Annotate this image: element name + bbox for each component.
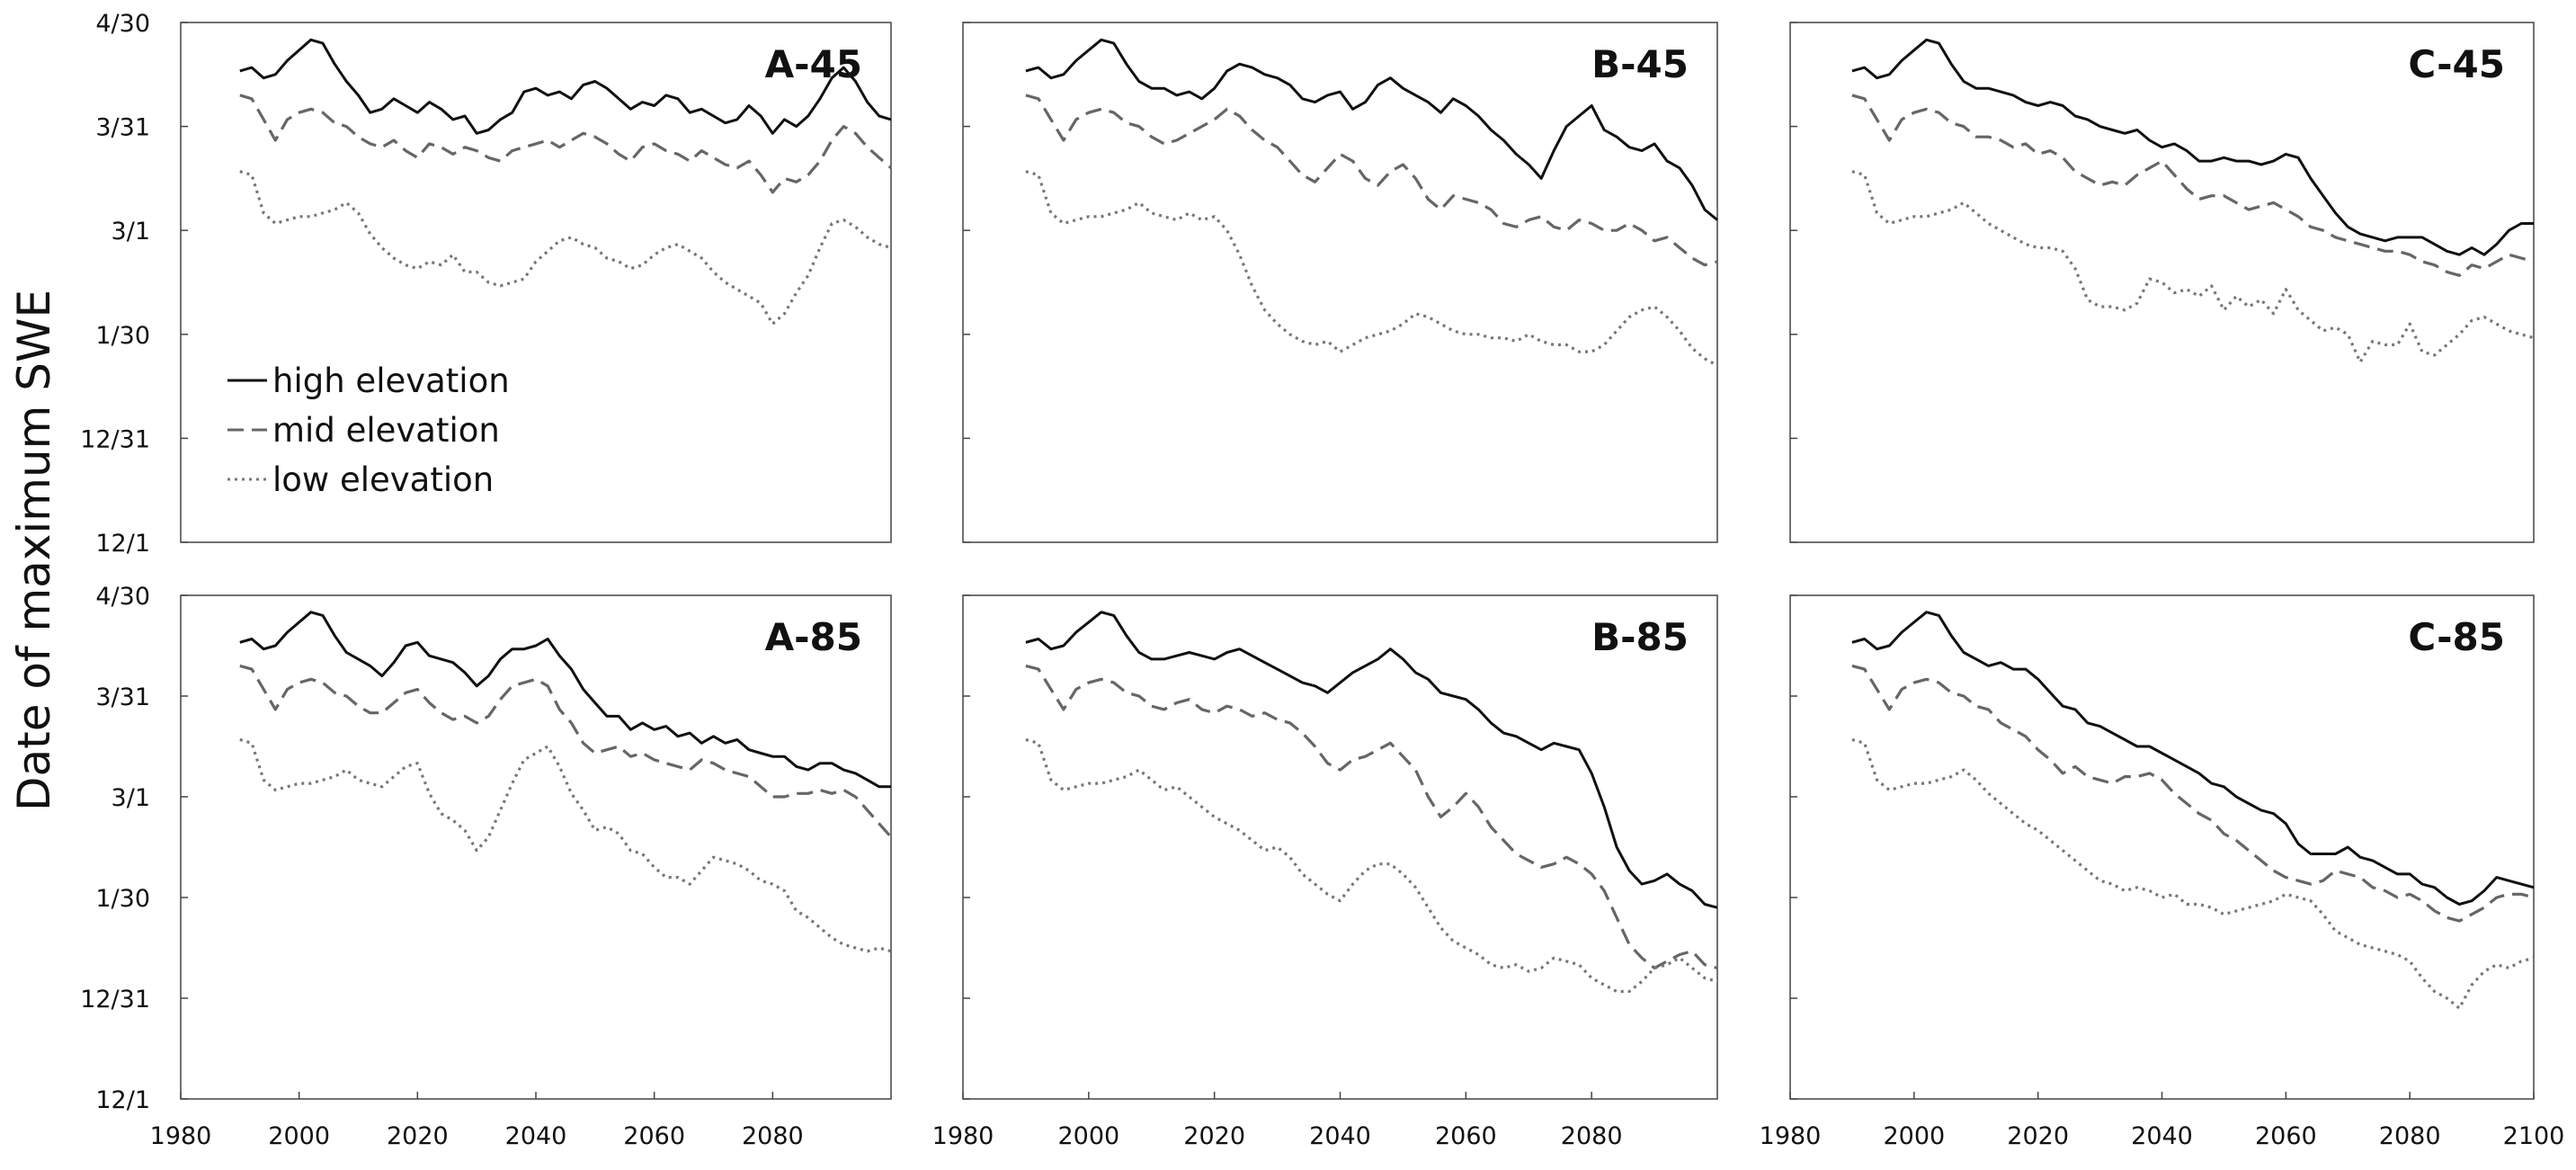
legend: high elevation mid elevation low elevation <box>227 362 510 499</box>
x-tick-label: 2000 <box>1883 1122 1945 1150</box>
x-tick-label: 2000 <box>268 1122 330 1150</box>
plot-frame <box>962 594 1718 1100</box>
x-tick-label: 2060 <box>623 1122 685 1150</box>
y-tick-label: 12/31 <box>80 425 150 453</box>
plot-frame <box>1789 22 2535 543</box>
y-tick-label: 4/30 <box>95 10 150 38</box>
x-tick-label: 2040 <box>505 1122 567 1150</box>
chart-panel-5: 1980 2000 2020 2040 2060 2080 B-85 <box>932 594 1718 1150</box>
x-tick-label: 2080 <box>1561 1122 1623 1150</box>
series-line-mid-elevation <box>1025 664 1718 970</box>
series-line-mid-elevation <box>1851 94 2535 277</box>
legend-label: mid elevation <box>272 411 500 450</box>
chart-panel-2: B-45 <box>962 22 1718 543</box>
panel-title: A-45 <box>765 42 862 86</box>
plot-frame <box>962 22 1718 543</box>
y-tick-label: 1/30 <box>95 885 150 913</box>
series-line-high-elevation <box>1851 38 2534 256</box>
x-tick-label: 2040 <box>2131 1122 2193 1150</box>
series-line-high-elevation <box>239 38 892 135</box>
x-tick-label: 2000 <box>1057 1122 1119 1150</box>
series-line-high-elevation <box>1851 611 2535 906</box>
plot-frame <box>1789 594 2535 1100</box>
y-tick-label: 12/1 <box>95 530 150 558</box>
x-tick-label: 1980 <box>932 1122 994 1150</box>
series-line-high-elevation <box>1025 38 1718 221</box>
y-tick-label: 3/31 <box>95 114 150 142</box>
chart-panel-6: 1980 2000 2020 2040 2060 2080 2100 C-85 <box>1760 594 2565 1150</box>
x-tick-label: 2020 <box>2007 1122 2069 1150</box>
series-line-low-elevation <box>1025 737 1718 994</box>
x-tick-label: 2060 <box>1435 1122 1497 1150</box>
y-tick-label: 1/30 <box>95 322 150 350</box>
plot-frame <box>180 22 892 543</box>
x-tick-label: 2100 <box>2503 1122 2565 1150</box>
panel-title: B-85 <box>1591 615 1689 659</box>
x-tick-label: 2020 <box>387 1122 449 1150</box>
panel-title: C-85 <box>2408 615 2505 659</box>
x-tick-label: 2020 <box>1183 1122 1245 1150</box>
series-line-mid-elevation <box>1851 664 2535 923</box>
y-tick-label: 3/1 <box>111 218 150 246</box>
series-line-high-elevation <box>239 611 891 789</box>
chart-panel-1: 12/1 12/31 1/30 3/1 3/31 4/30 A-45 high elevati… <box>80 10 893 558</box>
plot-frame <box>180 594 892 1100</box>
panel-title: A-85 <box>765 615 862 659</box>
legend-label: high elevation <box>272 362 510 400</box>
series-line-low-elevation <box>1851 737 2535 1010</box>
y-tick-label: 12/31 <box>80 986 150 1014</box>
chart-panel-3: C-45 <box>1789 22 2535 543</box>
x-tick-label: 2040 <box>1309 1122 1371 1150</box>
panel-title: B-45 <box>1591 42 1689 86</box>
x-tick-label: 1980 <box>1760 1122 1822 1150</box>
y-tick-label: 3/31 <box>95 683 150 711</box>
panel-title: C-45 <box>2408 42 2505 86</box>
x-tick-label: 1980 <box>150 1122 212 1150</box>
y-tick-label: 4/30 <box>95 583 150 611</box>
series-line-low-elevation <box>1025 170 1718 367</box>
y-tick-label: 3/1 <box>111 784 150 812</box>
x-tick-label: 2080 <box>2379 1122 2441 1150</box>
chart-panel-4: 12/1 12/31 1/30 3/1 3/31 4/30 1980 2000 2020 2040… <box>80 583 893 1150</box>
series-line-mid-elevation <box>239 664 893 838</box>
series-line-high-elevation <box>1025 611 1718 909</box>
y-tick-label: 12/1 <box>95 1086 150 1114</box>
series-line-low-elevation <box>239 170 892 326</box>
series-line-mid-elevation <box>239 94 893 194</box>
x-tick-label: 2060 <box>2255 1122 2317 1150</box>
x-tick-label: 2080 <box>742 1122 804 1150</box>
series-line-mid-elevation <box>1025 94 1718 267</box>
legend-label: low elevation <box>272 460 494 499</box>
